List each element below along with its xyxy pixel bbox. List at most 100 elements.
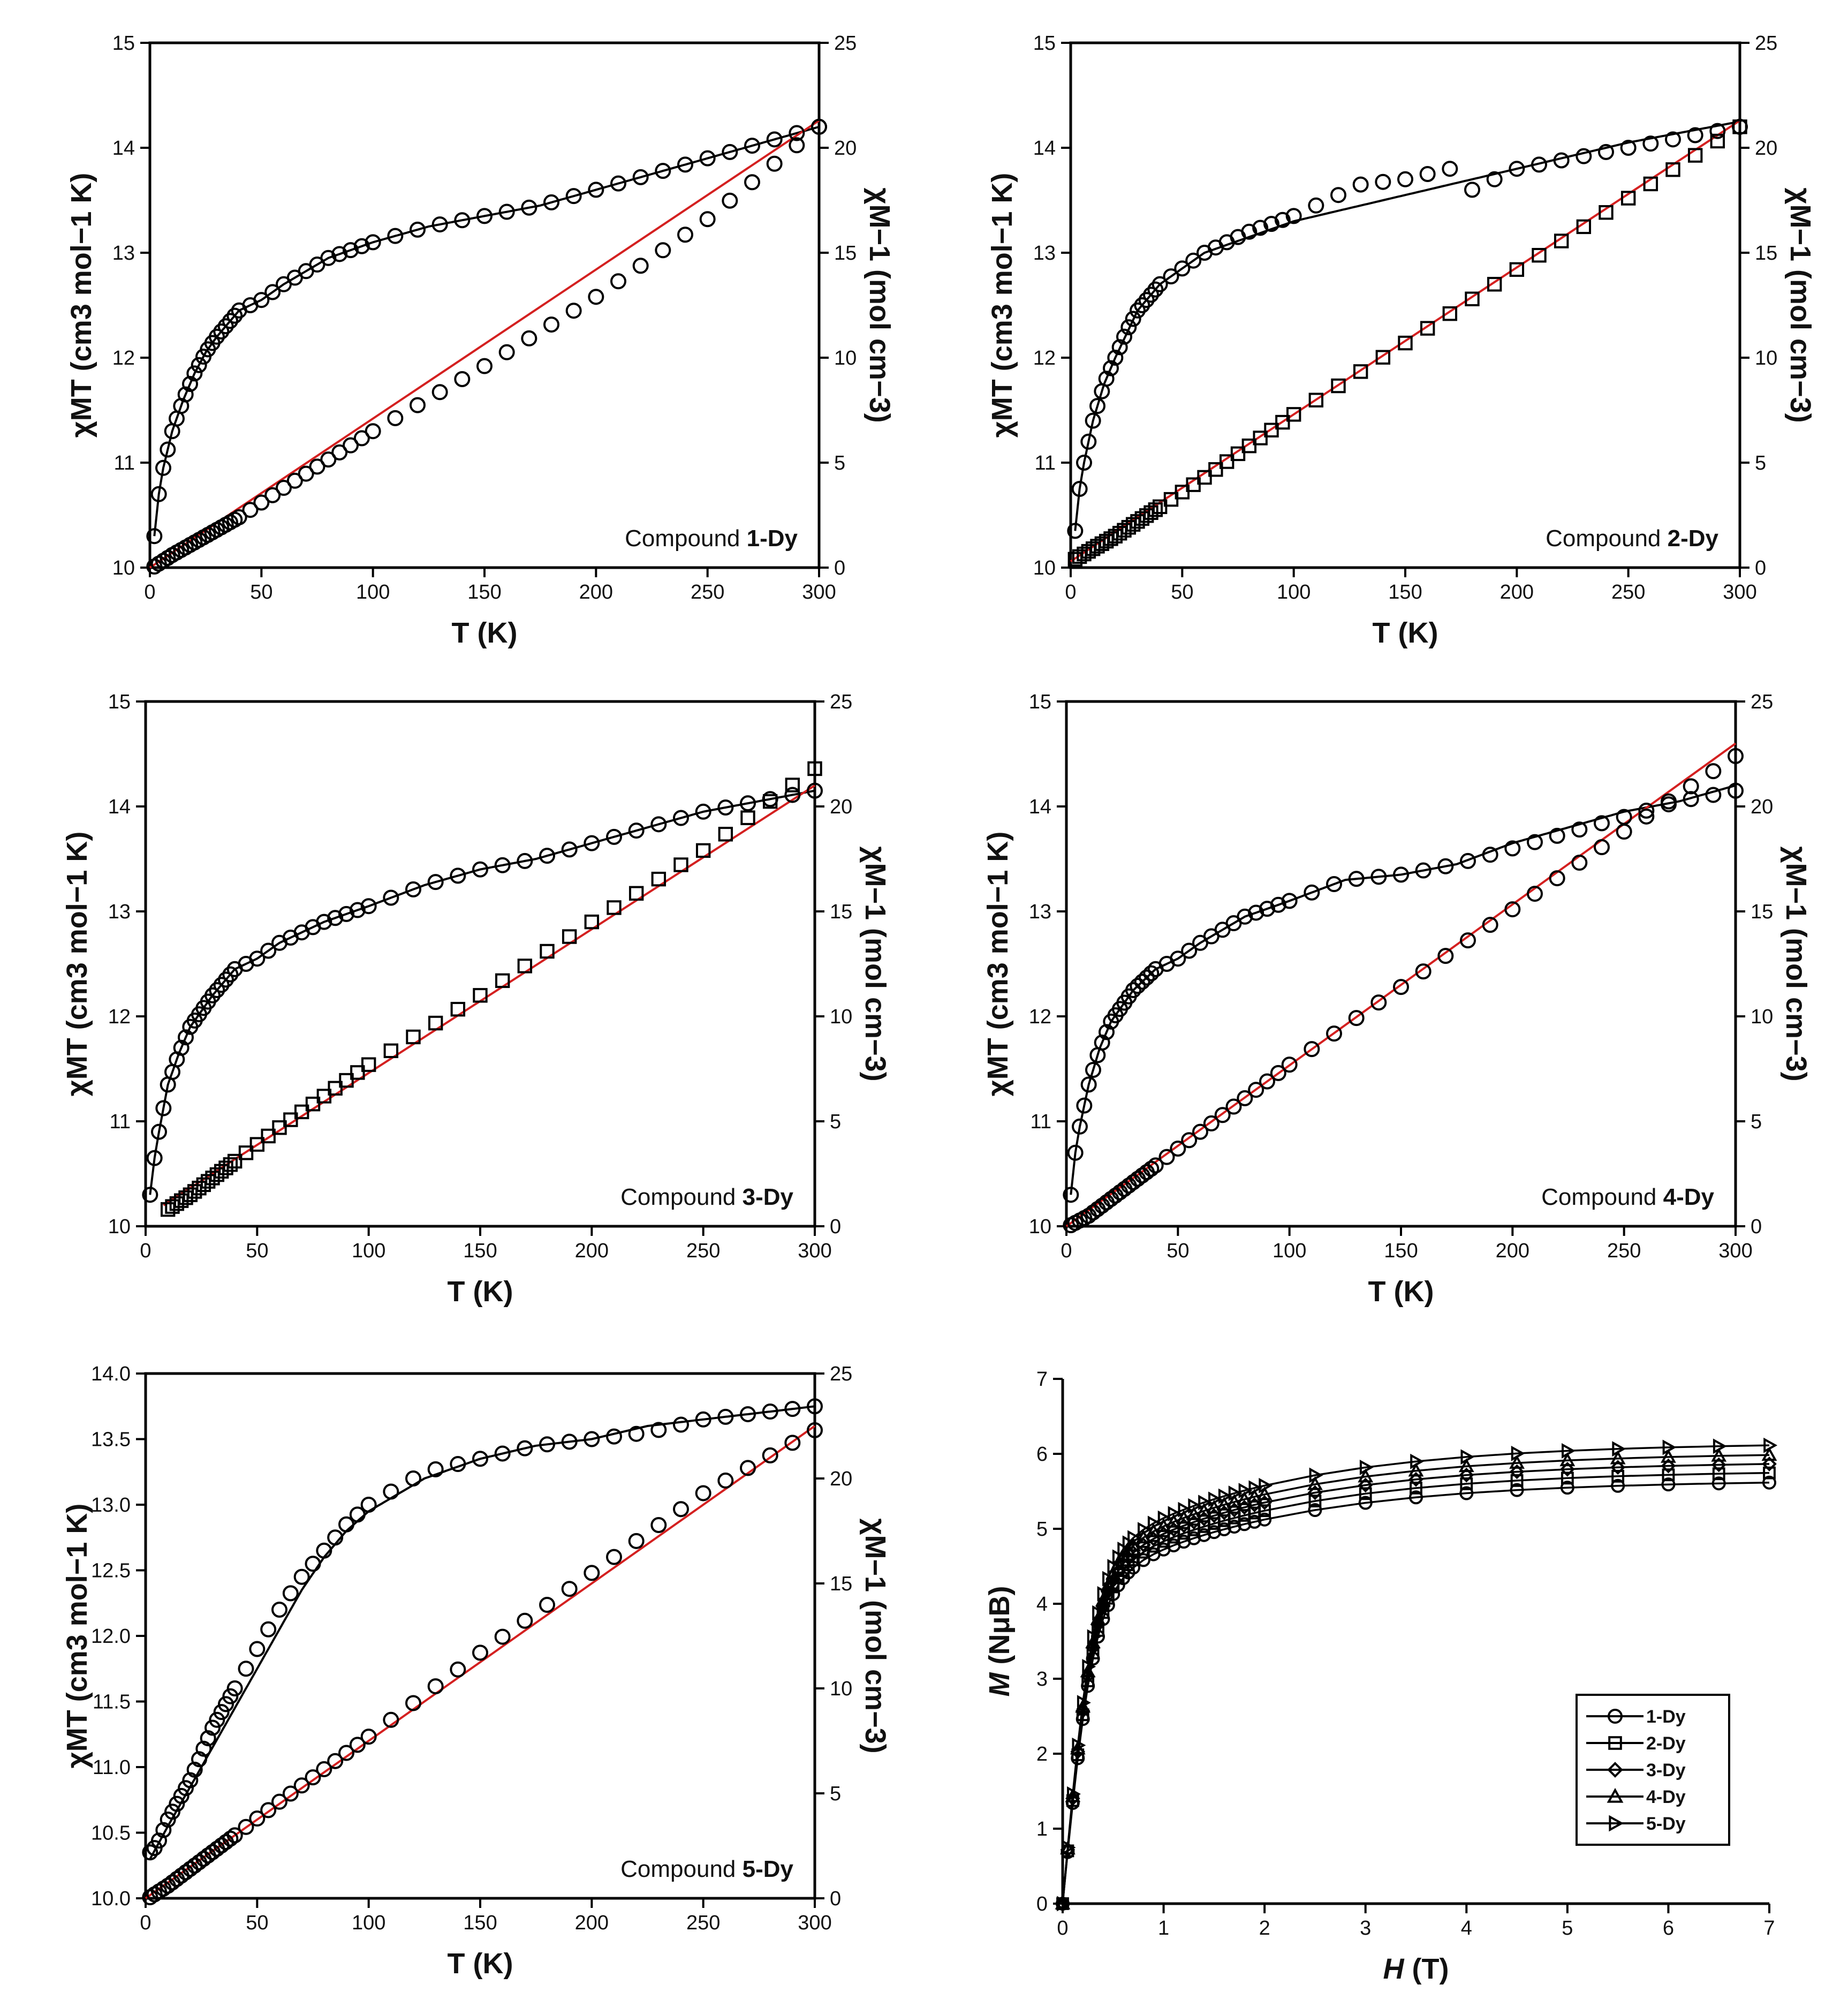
inverse-point	[1420, 321, 1435, 336]
inverse-point	[498, 344, 515, 360]
chiT-point	[205, 987, 221, 1003]
inverse-point	[606, 1549, 622, 1565]
chiT-point	[1728, 782, 1744, 799]
chiT-point	[387, 228, 404, 244]
inverse-point	[1643, 176, 1658, 192]
inverse-point	[1270, 1065, 1286, 1081]
series-point-1-Dy	[1258, 1512, 1272, 1527]
inverse-point	[762, 794, 778, 809]
inverse-point	[1442, 306, 1458, 321]
y-right-axis-title: χM−1 (mol cm−3)	[859, 846, 891, 1081]
chiT-point	[1549, 827, 1565, 844]
chiT-point	[146, 528, 163, 545]
inverse-point	[406, 1029, 421, 1045]
series-point-4-Dy	[1226, 1493, 1242, 1508]
chiT-point	[1237, 908, 1253, 925]
inverse-point	[253, 494, 270, 511]
y-left-tick-label: 11	[1035, 452, 1056, 474]
x-tick-label: 200	[1500, 581, 1534, 603]
series-point-3-Dy	[1307, 1485, 1323, 1500]
inverse-point	[1081, 544, 1096, 559]
chiT-point	[1375, 173, 1391, 190]
inverse-point	[226, 1827, 243, 1844]
y-tick-label: 0	[1036, 1893, 1048, 1915]
chiT-point	[628, 823, 645, 839]
inverse-point	[610, 273, 626, 290]
inverse-point	[1281, 1057, 1298, 1073]
chiT-point	[1116, 328, 1132, 345]
series-point-5-Dy	[1188, 1498, 1202, 1514]
x-tick-label: 50	[246, 1240, 268, 1262]
x-tick-label: 100	[1273, 1240, 1306, 1262]
inverse-point	[740, 810, 755, 825]
chiT-fit-line	[1070, 784, 1736, 1195]
inverse-fit-line	[163, 784, 816, 1206]
series-point-3-Dy	[1358, 1477, 1373, 1493]
inverse-point	[454, 371, 471, 387]
inverse-point	[1620, 191, 1636, 206]
chiT-point	[213, 977, 230, 993]
chiT-point	[1330, 187, 1346, 203]
inverse-point	[1705, 763, 1722, 780]
inverse-point	[521, 330, 537, 346]
inverse-point	[1398, 335, 1413, 351]
inverse-point	[387, 410, 404, 426]
inverse-point	[264, 487, 281, 503]
x-tick-label: 200	[575, 1912, 609, 1934]
y-left-tick-label: 13	[1033, 242, 1056, 265]
chiT-point	[807, 782, 823, 799]
y-right-tick-label: 5	[830, 1111, 841, 1133]
chiT-point	[1125, 982, 1141, 998]
x-tick-label: 100	[1277, 581, 1311, 603]
inverse-point	[584, 1565, 600, 1581]
inverse-point	[222, 1830, 239, 1847]
inverse-point	[1415, 963, 1432, 980]
inverse-point	[1532, 248, 1547, 263]
chiT-point	[1442, 161, 1458, 177]
chiT-point	[628, 1425, 645, 1442]
inverse-point	[450, 1661, 466, 1678]
chiT-point	[740, 1406, 756, 1422]
chiT-point	[1063, 1187, 1079, 1203]
chiT-point	[722, 144, 738, 160]
x-tick-label: 250	[691, 581, 724, 603]
inverse-point	[744, 174, 760, 191]
chiT-point	[1576, 148, 1592, 164]
chiT-point	[1397, 171, 1413, 187]
inverse-point	[1208, 462, 1223, 477]
chiT-point	[1594, 815, 1610, 832]
series-point-1-Dy	[1136, 1553, 1150, 1567]
y-left-tick-label: 14	[1029, 796, 1051, 818]
inverse-point	[1225, 1098, 1242, 1115]
x-tick-label: 300	[1718, 1240, 1752, 1262]
series-point-5-Dy	[1198, 1495, 1213, 1511]
inverse-point	[316, 1089, 332, 1104]
series-point-5-Dy	[1763, 1437, 1778, 1453]
series-point-2-Dy	[1763, 1466, 1776, 1480]
series-point-4-Dy	[1166, 1514, 1181, 1528]
inverse-point	[261, 1128, 276, 1144]
inverse-point	[1460, 932, 1476, 949]
chiT-point	[338, 906, 354, 922]
series-point-3-Dy	[1661, 1458, 1676, 1474]
inverse-point	[1259, 1073, 1275, 1090]
x-axis-title: H (T)	[1383, 1953, 1449, 1985]
chiT-point	[405, 1470, 421, 1487]
inverse-point	[331, 444, 348, 461]
series-point-5-Dy	[1092, 1605, 1107, 1621]
chiT-point	[331, 246, 348, 262]
series-point-5-Dy	[1062, 1839, 1076, 1855]
chiT-point	[1419, 166, 1436, 182]
chiT-point	[1139, 969, 1155, 986]
y-right-tick-label: 15	[1755, 242, 1777, 265]
inverse-point	[1099, 533, 1114, 549]
chiT-point	[784, 1401, 801, 1417]
series-point-3-Dy	[1186, 1514, 1201, 1530]
compound-label-id: 2-Dy	[1668, 525, 1719, 552]
y-left-tick-label: 12	[112, 347, 135, 369]
chiT-point	[186, 1761, 203, 1778]
series-point-3-Dy	[1408, 1472, 1423, 1487]
legend-label: 3-Dy	[1646, 1760, 1686, 1780]
chiT-point	[213, 323, 230, 339]
y-left-tick-label: 11	[110, 1111, 131, 1133]
